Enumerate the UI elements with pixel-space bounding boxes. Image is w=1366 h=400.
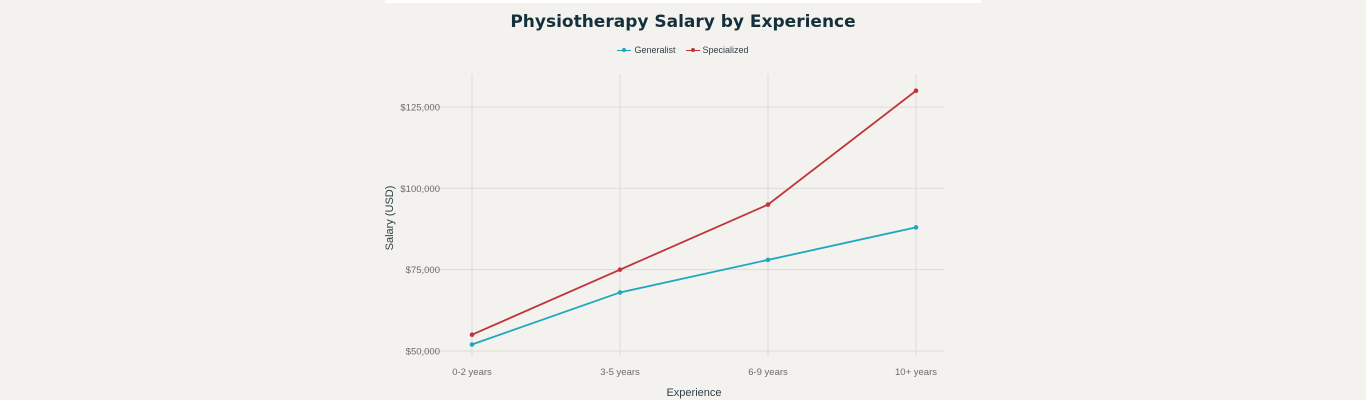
specialized-line-marker-icon <box>685 45 700 55</box>
legend-label: Specialized <box>702 45 749 55</box>
x-tick-label: 10+ years <box>895 367 937 378</box>
legend-item-specialized[interactable]: Specialized <box>685 45 749 55</box>
specialized-data-point[interactable] <box>765 202 771 207</box>
specialized-line <box>471 90 917 336</box>
gridlines <box>420 74 944 356</box>
legend: Generalist Specialized <box>0 45 1366 55</box>
generalist-data-point[interactable] <box>913 225 919 230</box>
legend-label: Generalist <box>634 45 676 55</box>
y-tick-label: $100,000 <box>400 184 440 195</box>
y-axis-title: Salary (USD) <box>384 186 396 251</box>
generalist-data-point[interactable] <box>765 257 771 263</box>
series-lines <box>469 88 919 347</box>
legend-item-generalist[interactable]: Generalist <box>617 45 676 55</box>
y-tick-label: $75,000 <box>406 265 440 276</box>
specialized-data-point[interactable] <box>913 88 919 94</box>
y-tick-label: $50,000 <box>406 347 440 358</box>
specialized-data-point[interactable] <box>617 267 623 272</box>
chart-title: Physiotherapy Salary by Experience <box>510 12 856 32</box>
generalist-line <box>471 226 917 346</box>
x-axis-title: Experience <box>666 387 721 399</box>
x-axis: 0-2 years 3-5 years 6-9 years 10+ years <box>452 367 937 378</box>
generalist-line-marker-icon <box>617 45 632 55</box>
x-tick-label: 6-9 years <box>748 367 788 378</box>
x-tick-label: 0-2 years <box>452 367 492 378</box>
x-tick-label: 3-5 years <box>600 367 640 378</box>
generalist-data-point[interactable] <box>469 342 475 347</box>
top-strip <box>385 0 981 3</box>
y-tick-label: $125,000 <box>400 103 440 114</box>
specialized-data-point[interactable] <box>469 332 475 338</box>
y-axis: $50,000 $75,000 $100,000 $125,000 <box>400 103 440 358</box>
generalist-data-point[interactable] <box>617 290 623 295</box>
